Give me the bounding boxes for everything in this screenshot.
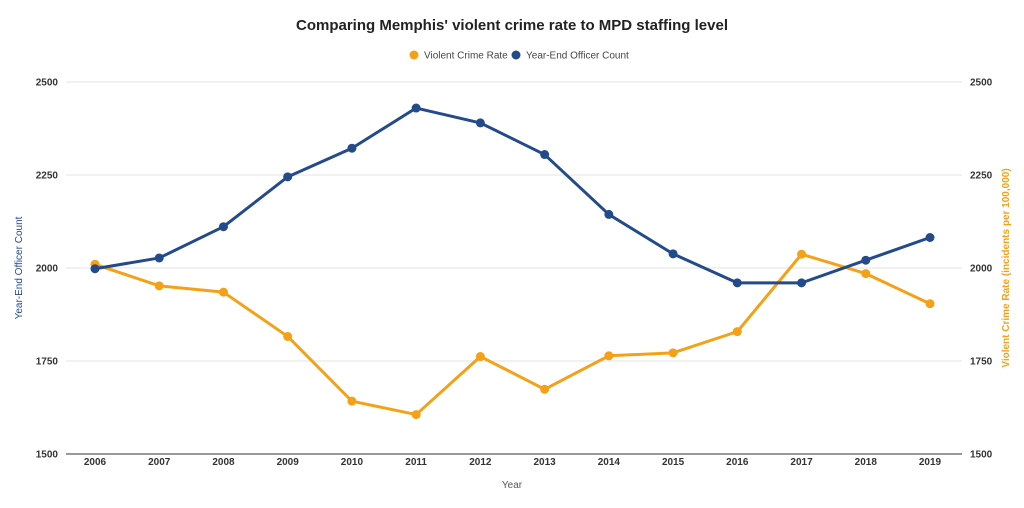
right-axis-ticks: 1500 1750 2000 2250 2500 [970,78,993,461]
data-point-violent-crime-rate[interactable] [861,269,871,279]
series-layer [90,103,935,420]
data-point-year-end-officer-count[interactable] [475,118,485,128]
legend-marker-year-end-officer-count [511,50,521,60]
series-line-year-end-officer-count [93,106,932,285]
x-axis-title: Year [502,480,523,491]
data-point-violent-crime-rate[interactable] [218,287,228,297]
left-axis-title: Year-End Officer Count [14,216,25,319]
data-point-year-end-officer-count[interactable] [861,255,871,265]
x-axis-tick-label: 2007 [148,457,171,468]
x-axis-tick-label: 2013 [533,457,556,468]
chart-title: Comparing Memphis' violent crime rate to… [296,17,728,34]
right-axis-tick-label: 2500 [970,78,993,89]
data-point-year-end-officer-count[interactable] [90,264,100,274]
x-axis-tick-label: 2009 [277,457,300,468]
right-axis-title: Violent Crime Rate (incidents per 100,00… [1001,168,1012,367]
x-axis-tick-label: 2017 [790,457,813,468]
data-point-violent-crime-rate[interactable] [475,352,485,362]
x-axis-tick-label: 2018 [855,457,878,468]
left-axis-tick-label: 2250 [36,171,59,182]
x-axis-tick-label: 2012 [469,457,492,468]
series-violent-crime-rate [90,249,935,420]
data-point-violent-crime-rate[interactable] [797,249,807,259]
legend: Violent Crime Rate Year-End Officer Coun… [409,50,630,62]
left-axis-tick-label: 2500 [36,78,59,89]
right-axis-tick-label: 1500 [970,450,993,461]
x-axis-tick-label: 2006 [84,457,107,468]
right-axis-tick-label: 1750 [970,357,993,368]
gridlines [66,81,962,455]
data-point-year-end-officer-count[interactable] [218,222,228,232]
x-axis-tick-label: 2010 [341,457,364,468]
data-point-year-end-officer-count[interactable] [411,103,421,113]
legend-marker-violent-crime-rate [409,50,419,60]
data-point-year-end-officer-count[interactable] [347,143,357,153]
data-point-violent-crime-rate[interactable] [668,348,678,358]
data-point-year-end-officer-count[interactable] [925,232,935,242]
data-point-violent-crime-rate[interactable] [283,331,293,341]
left-axis-ticks: 1500 1750 2000 2250 2500 [36,78,59,461]
data-point-year-end-officer-count[interactable] [797,278,807,288]
legend-item-violent-crime-rate[interactable]: Violent Crime Rate [409,50,509,62]
right-axis-tick-label: 2250 [970,171,993,182]
data-point-violent-crime-rate[interactable] [540,384,550,394]
data-point-year-end-officer-count[interactable] [668,249,678,259]
x-axis-ticks: 2006 2007 2008 2009 2010 2011 2012 2013 2014 2015… [84,457,942,468]
legend-label-violent-crime-rate: Violent Crime Rate [424,51,508,62]
data-point-violent-crime-rate[interactable] [411,410,421,420]
legend-item-year-end-officer-count[interactable]: Year-End Officer Count [511,50,630,62]
x-axis-tick-label: 2016 [726,457,749,468]
data-point-violent-crime-rate[interactable] [925,299,935,309]
right-axis-tick-label: 2000 [970,264,993,275]
series-year-end-officer-count [90,103,935,288]
left-axis-tick-label: 1750 [36,357,59,368]
x-axis-tick-label: 2015 [662,457,685,468]
x-axis-tick-label: 2014 [598,457,621,468]
data-point-year-end-officer-count[interactable] [540,150,550,160]
data-point-year-end-officer-count[interactable] [283,172,293,182]
data-point-violent-crime-rate[interactable] [732,327,742,337]
x-axis-tick-label: 2008 [212,457,235,468]
x-axis-tick-label: 2019 [919,457,942,468]
left-axis-tick-label: 2000 [36,264,59,275]
data-point-violent-crime-rate[interactable] [347,396,357,406]
left-axis-tick-label: 1500 [36,450,59,461]
data-point-violent-crime-rate[interactable] [154,281,164,291]
data-point-year-end-officer-count[interactable] [154,253,164,263]
series-line-violent-crime-rate [93,252,932,417]
data-point-year-end-officer-count[interactable] [604,209,614,219]
data-point-year-end-officer-count[interactable] [732,278,742,288]
x-axis-tick-label: 2011 [405,457,427,468]
legend-label-year-end-officer-count: Year-End Officer Count [526,51,629,62]
data-point-violent-crime-rate[interactable] [604,351,614,361]
